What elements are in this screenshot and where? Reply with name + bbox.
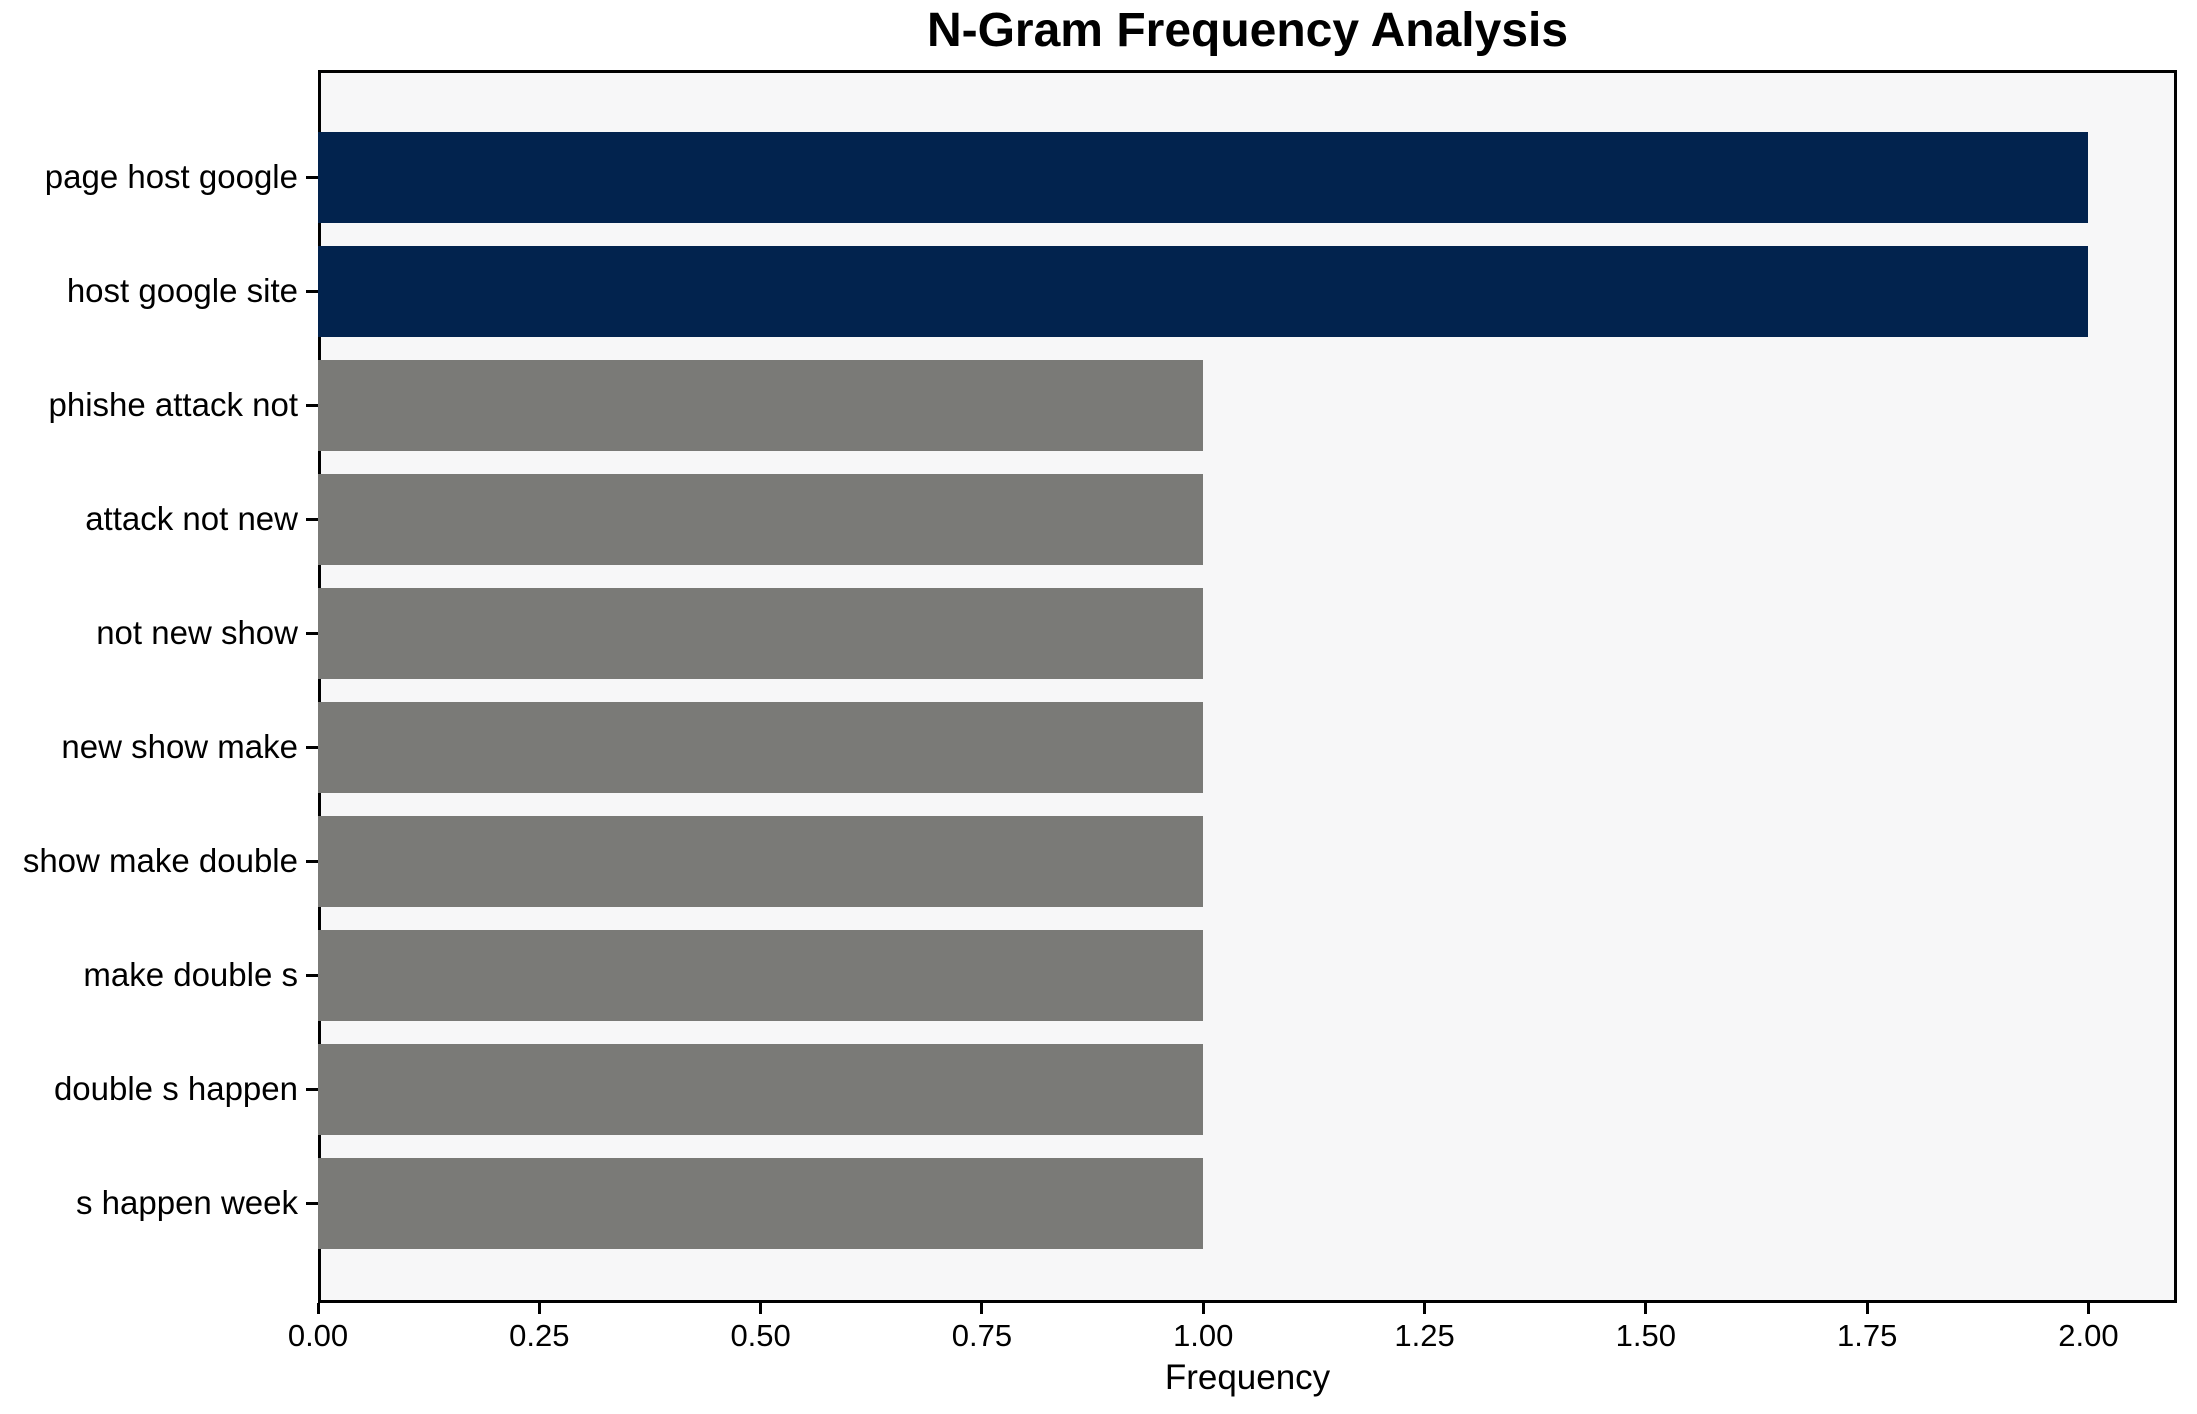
y-tick-mark xyxy=(306,517,318,521)
bar xyxy=(318,1043,1204,1135)
x-tick-label: 0.50 xyxy=(730,1318,791,1353)
x-axis-label: Frequency xyxy=(1164,1358,1331,1397)
bar xyxy=(318,131,2089,223)
y-tick-label: not new show xyxy=(96,614,298,651)
y-tick-mark xyxy=(306,289,318,293)
y-tick-mark xyxy=(306,175,318,179)
bar xyxy=(318,815,1204,907)
y-tick-mark xyxy=(306,631,318,635)
x-tick-mark xyxy=(1644,1303,1648,1314)
x-tick-mark xyxy=(980,1303,984,1314)
x-tick-mark xyxy=(2086,1303,2090,1314)
y-tick-label: show make double xyxy=(22,842,298,879)
x-tick-label: 1.75 xyxy=(1836,1318,1898,1353)
bar xyxy=(318,1157,1204,1249)
x-tick-label: 0.00 xyxy=(287,1318,349,1353)
y-tick-label: make double s xyxy=(83,956,298,993)
x-tick-mark xyxy=(1201,1303,1205,1314)
y-tick-mark xyxy=(306,403,318,407)
bar xyxy=(318,929,1204,1021)
y-tick-label: new show make xyxy=(61,728,298,765)
y-tick-label: page host google xyxy=(44,158,298,195)
bar xyxy=(318,245,2089,337)
y-tick-label: double s happen xyxy=(53,1070,298,1107)
x-tick-mark xyxy=(537,1303,541,1314)
y-tick-mark xyxy=(306,973,318,977)
x-tick-mark xyxy=(759,1303,763,1314)
x-tick-mark xyxy=(1423,1303,1427,1314)
y-tick-label: host google site xyxy=(66,272,298,309)
x-tick-label: 0.75 xyxy=(951,1318,1013,1353)
x-tick-label: 1.50 xyxy=(1615,1318,1677,1353)
y-tick-label: attack not new xyxy=(85,500,298,537)
bar xyxy=(318,701,1204,793)
x-tick-label: 1.00 xyxy=(1173,1318,1234,1353)
x-tick-mark xyxy=(316,1303,320,1314)
bar xyxy=(318,587,1204,679)
y-tick-mark xyxy=(306,1087,318,1091)
x-tick-label: 2.00 xyxy=(2058,1318,2119,1353)
bar xyxy=(318,359,1204,451)
x-tick-label: 0.25 xyxy=(509,1318,570,1353)
chart-title: N-Gram Frequency Analysis xyxy=(926,4,1569,57)
x-tick-label: 1.25 xyxy=(1394,1318,1455,1353)
y-tick-label: s happen week xyxy=(76,1184,298,1221)
y-tick-mark xyxy=(306,1201,318,1205)
y-tick-label: phishe attack not xyxy=(48,386,299,423)
bar xyxy=(318,473,1204,565)
y-tick-mark xyxy=(306,859,318,863)
x-tick-mark xyxy=(1865,1303,1869,1314)
y-tick-mark xyxy=(306,745,318,749)
